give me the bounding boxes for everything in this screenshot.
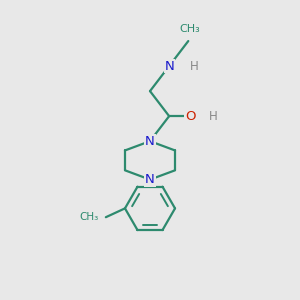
Text: O: O	[185, 110, 195, 123]
Text: N: N	[145, 173, 155, 186]
Text: CH₃: CH₃	[79, 212, 98, 222]
Text: N: N	[145, 135, 155, 148]
Text: CH₃: CH₃	[179, 24, 200, 34]
Text: N: N	[164, 60, 174, 73]
Text: H: H	[190, 60, 199, 73]
Text: H: H	[209, 110, 218, 123]
